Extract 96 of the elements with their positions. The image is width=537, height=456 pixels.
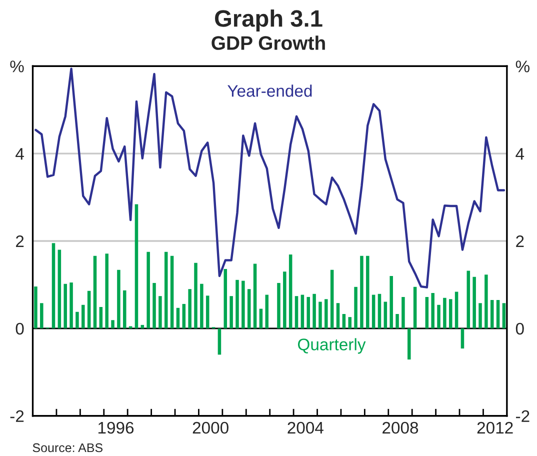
bar [283,272,286,328]
bar [64,284,67,328]
bar [454,292,458,328]
y-tick-label: 0 [16,322,24,335]
bar [336,303,340,328]
y-tick-label: -2 [10,410,24,422]
series-label: Year-ended [228,84,312,97]
bar [384,302,388,328]
bar [448,299,452,328]
bar [390,276,393,328]
bar [402,296,405,328]
bar [478,303,482,328]
x-tick-label: 2000 [192,422,228,434]
chart-title: Graph 3.1 [215,10,322,32]
chart-subtitle: GDP Growth [212,36,325,50]
y2-tick-label: 2 [516,235,524,248]
bar [408,328,411,360]
bar [70,282,73,328]
bar [425,296,429,328]
bar [247,289,251,328]
bar [218,328,222,355]
bar [40,303,44,328]
bar [324,299,328,328]
bar [372,294,376,328]
bar [437,304,440,328]
bar [99,307,103,328]
bar [466,270,470,328]
bar [413,286,417,328]
bar [146,252,150,328]
bar [348,317,352,328]
source-note: Source: ABS [32,443,103,452]
bar [87,290,91,328]
bar [496,300,500,328]
bar [188,289,192,328]
bar [58,250,62,328]
y-tick-label: % [10,60,24,72]
bar [111,320,114,328]
bar [82,304,85,328]
bar [294,296,298,328]
bar [76,312,79,328]
bar [194,262,198,328]
bar [200,284,204,328]
bar [105,254,108,328]
bar [242,280,245,328]
bar [259,308,263,328]
bar [224,268,228,328]
bar [34,286,38,328]
bar [265,294,269,328]
bar [277,282,280,328]
y2-tick-label: 0 [516,322,524,335]
bar [484,274,488,328]
x-tick-label: 2008 [382,422,418,434]
y2-tick-label: 4 [516,148,524,160]
bar [366,256,370,328]
bar [253,264,257,328]
bar [152,282,156,328]
bar [134,204,138,328]
line-series [34,68,506,288]
bar [460,328,464,349]
bar [342,314,346,328]
bar [236,280,239,328]
bar [431,293,434,328]
bar [306,296,310,328]
bar [52,243,56,328]
bar [378,294,382,328]
x-tick-label: 1996 [98,422,134,434]
bar [206,296,210,328]
bar [117,270,120,328]
bar [443,298,446,328]
bar [170,256,174,328]
y2-tick-label: -2 [516,410,530,422]
bar [490,300,494,328]
bar [300,294,304,328]
bar [158,296,162,328]
bar [360,256,364,328]
y-tick-label: 2 [16,235,24,248]
bar [93,256,97,328]
bar [176,308,180,328]
bar [123,290,126,328]
bar [330,270,334,328]
bar [230,296,233,328]
bar [288,254,292,328]
bar [140,324,144,328]
x-tick-label: 2012 [477,422,513,434]
x-tick-label: 2004 [288,422,324,434]
bar [312,294,316,328]
y2-tick-label: % [516,60,530,72]
y-tick-label: 4 [16,148,24,160]
series-label: Quarterly [298,338,366,354]
bar [502,303,506,328]
bar [182,304,186,328]
bar [354,286,358,328]
bar [318,302,322,328]
bar [472,276,476,328]
bar [164,252,168,328]
bar [396,314,399,328]
